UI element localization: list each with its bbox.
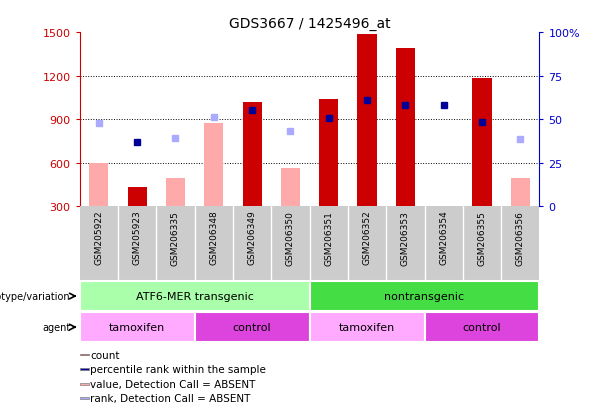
Text: GSM206352: GSM206352: [362, 210, 371, 265]
Text: GSM206351: GSM206351: [324, 210, 333, 265]
Title: GDS3667 / 1425496_at: GDS3667 / 1425496_at: [229, 17, 390, 31]
Bar: [424, 313, 539, 342]
Text: tamoxifen: tamoxifen: [109, 322, 166, 332]
Text: GSM205923: GSM205923: [132, 210, 142, 265]
Text: GSM206355: GSM206355: [478, 210, 487, 265]
Bar: [80, 354, 89, 356]
Text: GSM206356: GSM206356: [516, 210, 525, 265]
Text: GSM206348: GSM206348: [209, 210, 218, 265]
Text: ATF6-MER transgenic: ATF6-MER transgenic: [135, 291, 254, 301]
Bar: [128, 188, 147, 206]
Bar: [310, 313, 424, 342]
Text: GSM206353: GSM206353: [401, 210, 410, 265]
Text: rank, Detection Call = ABSENT: rank, Detection Call = ABSENT: [91, 393, 251, 403]
Bar: [80, 313, 195, 342]
Text: GSM206354: GSM206354: [439, 210, 448, 265]
Bar: [243, 102, 262, 206]
Bar: [319, 100, 338, 206]
Bar: [80, 282, 310, 311]
Text: GSM206349: GSM206349: [248, 210, 257, 265]
Bar: [80, 368, 89, 370]
Text: tamoxifen: tamoxifen: [339, 322, 395, 332]
Bar: [204, 124, 223, 206]
Text: value, Detection Call = ABSENT: value, Detection Call = ABSENT: [91, 379, 256, 389]
Bar: [89, 163, 109, 206]
Bar: [166, 179, 185, 206]
Bar: [195, 313, 310, 342]
Text: GSM205922: GSM205922: [94, 210, 104, 265]
Bar: [80, 383, 89, 385]
Bar: [310, 282, 539, 311]
Bar: [473, 79, 492, 206]
Text: genotype/variation: genotype/variation: [0, 291, 70, 301]
Text: percentile rank within the sample: percentile rank within the sample: [91, 364, 266, 374]
Text: control: control: [233, 322, 272, 332]
Text: agent: agent: [42, 322, 70, 332]
Text: nontransgenic: nontransgenic: [384, 291, 465, 301]
Bar: [396, 49, 415, 206]
Text: GSM206350: GSM206350: [286, 210, 295, 265]
Bar: [80, 397, 89, 399]
Text: count: count: [91, 350, 120, 360]
Bar: [281, 168, 300, 206]
Bar: [357, 34, 376, 206]
Bar: [511, 179, 530, 206]
Text: GSM206335: GSM206335: [171, 210, 180, 265]
Text: control: control: [463, 322, 501, 332]
